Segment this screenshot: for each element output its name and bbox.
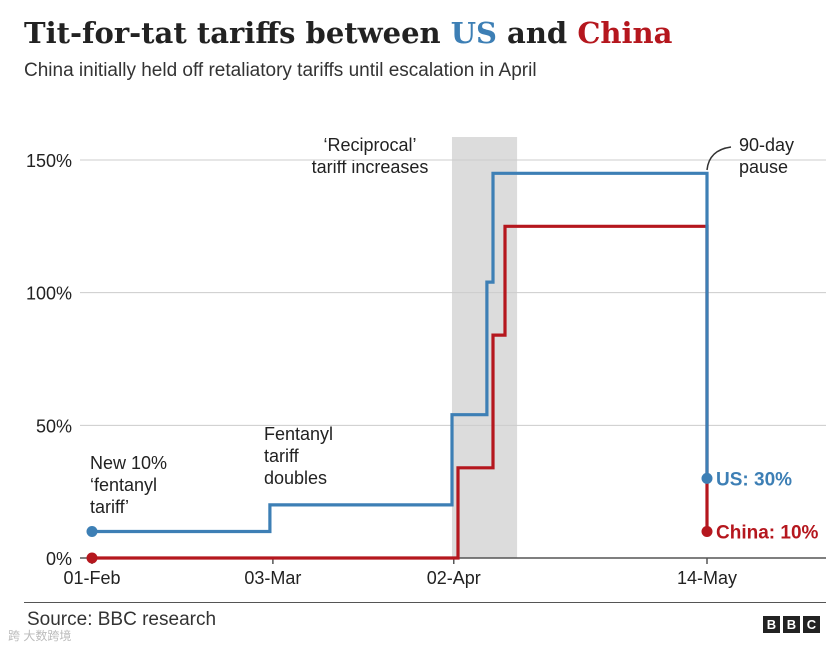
us-end-marker xyxy=(701,472,713,484)
x-tick-label: 14-May xyxy=(677,568,737,588)
china-series-line xyxy=(92,224,709,560)
annotation-fentanyl-start: tariff’ xyxy=(90,497,129,517)
shade-label: ‘Reciprocal’ xyxy=(323,135,416,155)
annotation-fentanyl-doubles: tariff xyxy=(264,446,300,466)
pause-leader-line xyxy=(706,146,732,171)
x-tick-label: 03-Mar xyxy=(244,568,301,588)
y-tick-label: 50% xyxy=(36,416,72,436)
annotation-fentanyl-doubles: doubles xyxy=(264,468,327,488)
china-end-marker xyxy=(701,525,713,537)
reciprocal-shade xyxy=(451,137,518,558)
annotation-fentanyl-start: ‘fentanyl xyxy=(90,475,157,495)
footer-divider xyxy=(24,602,826,603)
chart-title: Tit-for-tat tariffs between US and China xyxy=(24,16,672,50)
logo-letter: B xyxy=(783,616,800,633)
logo-letter: C xyxy=(803,616,820,633)
y-tick-label: 150% xyxy=(26,151,72,171)
y-tick-label: 0% xyxy=(46,549,72,569)
us-end-label: US: 30% xyxy=(716,469,792,490)
y-tick-label: 100% xyxy=(26,284,72,304)
shade-label: tariff increases xyxy=(312,157,429,177)
title-china: China xyxy=(577,16,673,50)
annotation-pause: 90-day xyxy=(739,135,794,155)
title-part1: Tit-for-tat tariffs between xyxy=(24,16,451,50)
x-tick-label: 01-Feb xyxy=(63,568,120,588)
watermark: 跨 大数跨境 xyxy=(8,629,72,643)
china-end-label: China: 10% xyxy=(716,522,819,543)
us-series-line xyxy=(92,171,709,534)
china-start-marker xyxy=(86,552,98,564)
title-us: US xyxy=(450,16,497,50)
bbc-logo: B B C xyxy=(763,616,820,633)
chart-subtitle: China initially held off retaliatory tar… xyxy=(24,60,537,81)
us-start-marker xyxy=(86,525,98,537)
logo-letter: B xyxy=(763,616,780,633)
annotation-pause: pause xyxy=(739,157,788,177)
annotation-fentanyl-start: New 10% xyxy=(90,453,167,473)
annotation-fentanyl-doubles: Fentanyl xyxy=(264,424,333,444)
x-tick-label: 02-Apr xyxy=(427,568,481,588)
source-note: Source: BBC research xyxy=(27,609,217,630)
title-part2: and xyxy=(496,16,578,50)
